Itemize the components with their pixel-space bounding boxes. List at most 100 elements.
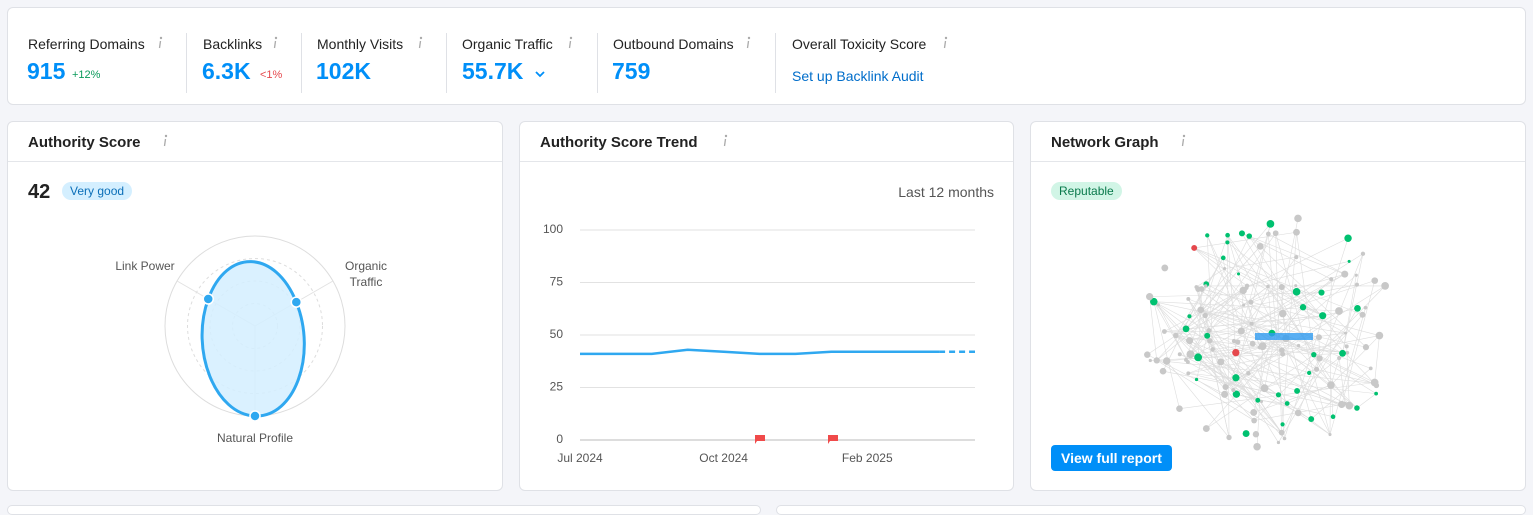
info-stem — [748, 41, 749, 48]
x-tick-label: Oct 2024 — [699, 451, 748, 465]
event-flag — [755, 435, 765, 444]
network-node — [1294, 215, 1302, 223]
network-node — [1248, 300, 1253, 305]
radar-area — [202, 262, 304, 416]
radar-axis-label: Organic Traffic — [336, 258, 396, 290]
trend-line — [580, 350, 939, 354]
network-node — [1279, 348, 1284, 353]
network-node — [1203, 425, 1210, 432]
network-node — [1261, 384, 1269, 392]
network-node — [1344, 235, 1351, 242]
network-node — [1191, 245, 1197, 251]
network-node — [1197, 307, 1204, 314]
network-node — [1294, 388, 1300, 394]
network-node — [1348, 260, 1351, 263]
network-node — [1186, 360, 1190, 364]
network-node — [1186, 371, 1190, 375]
network-node — [1361, 252, 1365, 256]
network-node — [1338, 401, 1345, 408]
y-tick-label: 50 — [550, 327, 564, 341]
network-node — [1314, 367, 1319, 372]
info-dot — [275, 37, 277, 39]
info-dot — [420, 37, 422, 39]
info-stem — [1183, 139, 1184, 146]
network-node — [1294, 284, 1297, 287]
network-node — [1246, 371, 1250, 375]
network-node — [1221, 256, 1226, 261]
network-node — [1225, 233, 1230, 238]
network-node — [1331, 414, 1336, 419]
network-node — [1293, 229, 1300, 236]
network-node — [1194, 353, 1202, 361]
network-edge — [1341, 281, 1374, 407]
network-node — [1176, 405, 1183, 412]
network-node — [1300, 304, 1306, 310]
network-node — [1339, 350, 1346, 357]
network-node — [1232, 374, 1239, 381]
y-tick-label: 0 — [556, 432, 563, 446]
event-flag — [828, 435, 838, 444]
network-node — [1251, 418, 1257, 424]
network-node — [1267, 220, 1275, 228]
network-node — [1186, 350, 1194, 358]
radar-axis-label: Natural Profile — [205, 430, 305, 446]
network-node — [1173, 333, 1179, 339]
network-node — [1204, 333, 1210, 339]
x-tick-label: Jul 2024 — [557, 451, 603, 465]
network-node — [1294, 255, 1298, 259]
network-node — [1257, 243, 1264, 250]
y-tick-label: 75 — [550, 275, 564, 289]
network-node — [1376, 332, 1384, 340]
network-node — [1183, 325, 1190, 332]
network-node — [1273, 230, 1279, 236]
network-node — [1242, 304, 1245, 307]
network-node — [1316, 334, 1322, 340]
info-stem — [570, 41, 571, 48]
info-stem — [420, 41, 421, 48]
network-node — [1328, 433, 1331, 436]
network-node — [1363, 344, 1369, 350]
network-node — [1308, 416, 1314, 422]
network-node — [1354, 305, 1361, 312]
info-stem — [275, 41, 276, 48]
network-node — [1225, 240, 1229, 244]
info-dot — [748, 37, 750, 39]
network-node — [1283, 437, 1287, 441]
network-node — [1345, 344, 1349, 348]
info-dot — [1183, 135, 1185, 137]
network-node — [1161, 264, 1168, 271]
network-node — [1311, 352, 1316, 357]
info-stem — [945, 41, 946, 48]
network-node — [1194, 285, 1198, 289]
network-node — [1371, 379, 1379, 387]
network-node — [1232, 349, 1239, 356]
network-node — [1371, 277, 1378, 284]
network-node — [1335, 307, 1343, 315]
network-node — [1231, 388, 1235, 392]
network-node — [1154, 357, 1160, 363]
network-node — [1355, 274, 1358, 277]
network-node — [1206, 328, 1211, 333]
network-node — [1345, 351, 1349, 355]
network-node — [1360, 312, 1366, 318]
network-node — [1239, 287, 1246, 294]
network-node — [1223, 267, 1226, 270]
info-stem — [725, 139, 726, 146]
network-node — [1364, 306, 1368, 310]
network-node — [1319, 312, 1326, 319]
network-center — [1255, 333, 1313, 340]
radar-point — [203, 294, 213, 304]
network-node — [1369, 367, 1373, 371]
network-edge — [1375, 336, 1380, 383]
network-node — [1293, 288, 1301, 296]
info-stem — [160, 41, 161, 48]
network-node — [1354, 405, 1360, 411]
network-node — [1280, 422, 1284, 426]
network-edge — [1227, 242, 1322, 315]
network-node — [1144, 351, 1150, 357]
network-node — [1162, 329, 1167, 334]
network-node — [1246, 233, 1252, 239]
network-node — [1279, 430, 1285, 436]
network-node — [1260, 400, 1263, 403]
network-node — [1186, 337, 1193, 344]
